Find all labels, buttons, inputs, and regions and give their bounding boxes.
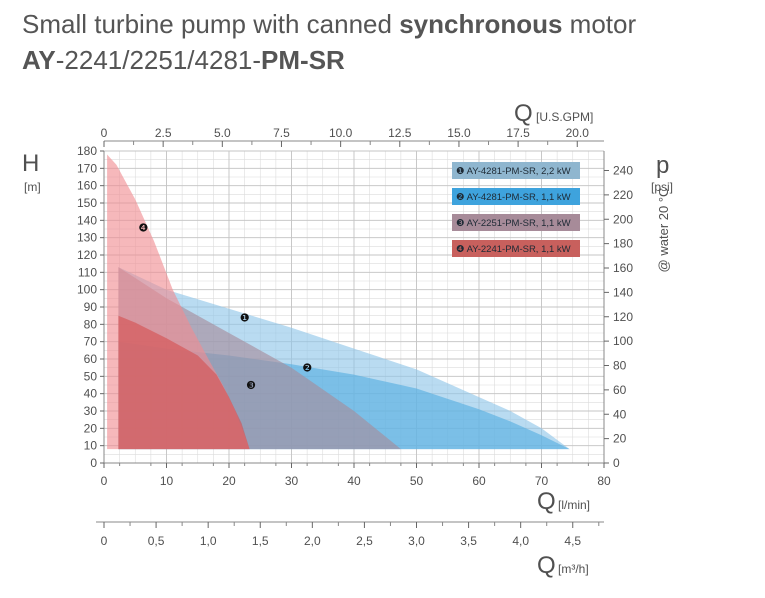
top-tick-label: 20.0 bbox=[566, 126, 590, 140]
bottom-tick-label: 60 bbox=[472, 474, 486, 488]
y-axis-unit-right: [psi] bbox=[651, 180, 673, 194]
m3h-axis-unit: [m³/h] bbox=[558, 562, 589, 576]
top-tick-label: 7.5 bbox=[273, 126, 290, 140]
left-tick-label: 130 bbox=[77, 231, 97, 245]
bottom-tick-label: 0 bbox=[101, 474, 108, 488]
bottom-tick-label: 70 bbox=[535, 474, 549, 488]
legend-label-2: ❷ AY-4281-PM-SR, 1,1 kW bbox=[456, 192, 571, 203]
curve-marker-2: ❷ bbox=[302, 363, 312, 375]
left-tick-label: 100 bbox=[77, 283, 97, 297]
left-tick-label: 150 bbox=[77, 196, 97, 210]
right-tick-label: 200 bbox=[613, 212, 633, 226]
pressure-condition-note: @ water 20 °C bbox=[656, 188, 671, 273]
m3h-tick-label: 4,5 bbox=[564, 534, 581, 548]
right-tick-label: 140 bbox=[613, 285, 633, 299]
m3h-tick-label: 3,5 bbox=[460, 534, 477, 548]
title-model-prefix: AY bbox=[22, 45, 56, 75]
y-axis-name-right: p bbox=[656, 152, 669, 179]
legend-entry-4 bbox=[452, 240, 580, 257]
left-tick-label: 80 bbox=[84, 317, 98, 331]
legend-entry-3 bbox=[452, 214, 580, 231]
right-tick-label: 180 bbox=[613, 237, 633, 251]
m3h-axis-name: Q bbox=[537, 552, 556, 579]
left-tick-label: 140 bbox=[77, 213, 97, 227]
left-tick-label: 10 bbox=[84, 439, 98, 453]
left-tick-label: 120 bbox=[77, 248, 97, 262]
top-tick-label: 0 bbox=[101, 126, 108, 140]
m3h-tick-label: 3,0 bbox=[408, 534, 425, 548]
top-tick-label: 10.0 bbox=[329, 126, 353, 140]
left-tick-label: 70 bbox=[84, 335, 98, 349]
chart-title-line-1: Small turbine pump with canned synchrono… bbox=[22, 8, 636, 40]
series-area-inner bbox=[118, 315, 250, 450]
curve-marker-1: ❶ bbox=[240, 312, 250, 324]
curve-marker-3: ❸ bbox=[246, 380, 256, 392]
left-tick-label: 110 bbox=[78, 265, 97, 279]
top-tick-label: 15.0 bbox=[447, 126, 471, 140]
top-axis-name: Q bbox=[514, 100, 533, 127]
right-tick-label: 40 bbox=[613, 407, 627, 421]
left-tick-label: 90 bbox=[84, 300, 98, 314]
bottom-tick-label: 20 bbox=[222, 474, 236, 488]
title-bold-synchronous: synchronous bbox=[399, 9, 563, 39]
m3h-tick-label: 2,0 bbox=[304, 534, 321, 548]
bottom-tick-label: 10 bbox=[160, 474, 174, 488]
top-axis-unit: [U.S.GPM] bbox=[536, 110, 593, 124]
m3h-tick-label: 4,0 bbox=[512, 534, 529, 548]
bottom-tick-label: 40 bbox=[347, 474, 361, 488]
left-tick-label: 30 bbox=[84, 404, 98, 418]
m3h-tick-label: 2,5 bbox=[356, 534, 373, 548]
right-tick-label: 20 bbox=[613, 432, 627, 446]
right-tick-label: 160 bbox=[613, 261, 633, 275]
left-tick-label: 20 bbox=[84, 421, 98, 435]
bottom-axis-name: Q bbox=[537, 488, 556, 515]
top-tick-label: 17.5 bbox=[506, 126, 530, 140]
y-axis-unit-left: [m] bbox=[24, 180, 41, 194]
legend-entry-2 bbox=[452, 188, 580, 205]
bottom-axis-unit: [l/min] bbox=[558, 498, 590, 512]
m3h-tick-label: 1,0 bbox=[200, 534, 217, 548]
right-tick-label: 120 bbox=[613, 310, 633, 324]
bottom-tick-label: 30 bbox=[285, 474, 299, 488]
title-model-suffix: PM-SR bbox=[261, 45, 345, 75]
legend-label-3: ❸ AY-2251-PM-SR, 1,1 kW bbox=[456, 218, 571, 229]
right-tick-label: 80 bbox=[613, 359, 627, 373]
top-tick-label: 2.5 bbox=[155, 126, 172, 140]
title-model-numbers: -2241/2251/4281- bbox=[55, 45, 262, 75]
legend-label-4: ❹ AY-2241-PM-SR, 1,1 kW bbox=[456, 244, 571, 255]
right-tick-label: 100 bbox=[613, 334, 633, 348]
bottom-tick-label: 50 bbox=[410, 474, 424, 488]
right-tick-label: 0 bbox=[613, 456, 620, 470]
left-tick-label: 180 bbox=[77, 144, 97, 158]
left-tick-label: 160 bbox=[77, 179, 97, 193]
chart-title-line-2: AY-2241/2251/4281-PM-SR bbox=[22, 44, 345, 76]
right-tick-label: 60 bbox=[613, 383, 627, 397]
left-tick-label: 60 bbox=[84, 352, 98, 366]
left-tick-label: 0 bbox=[90, 456, 97, 470]
legend-label-1: ❶ AY-4281-PM-SR, 2,2 kW bbox=[456, 166, 571, 177]
title-text-2: motor bbox=[562, 9, 637, 39]
right-tick-label: 240 bbox=[613, 164, 633, 178]
left-tick-label: 170 bbox=[77, 161, 97, 175]
title-text-1: Small turbine pump with canned bbox=[22, 9, 400, 39]
y-axis-name-left: H bbox=[22, 150, 39, 177]
legend-entry-1 bbox=[452, 162, 580, 179]
m3h-tick-label: 0,5 bbox=[148, 534, 165, 548]
top-tick-label: 12.5 bbox=[388, 126, 412, 140]
curve-marker-4: ❹ bbox=[138, 222, 148, 234]
right-tick-label: 220 bbox=[613, 188, 633, 202]
bottom-tick-label: 80 bbox=[597, 474, 611, 488]
m3h-tick-label: 1,5 bbox=[252, 534, 269, 548]
left-tick-label: 40 bbox=[84, 387, 98, 401]
top-tick-label: 5.0 bbox=[214, 126, 231, 140]
m3h-tick-label: 0 bbox=[101, 534, 108, 548]
left-tick-label: 50 bbox=[84, 369, 98, 383]
